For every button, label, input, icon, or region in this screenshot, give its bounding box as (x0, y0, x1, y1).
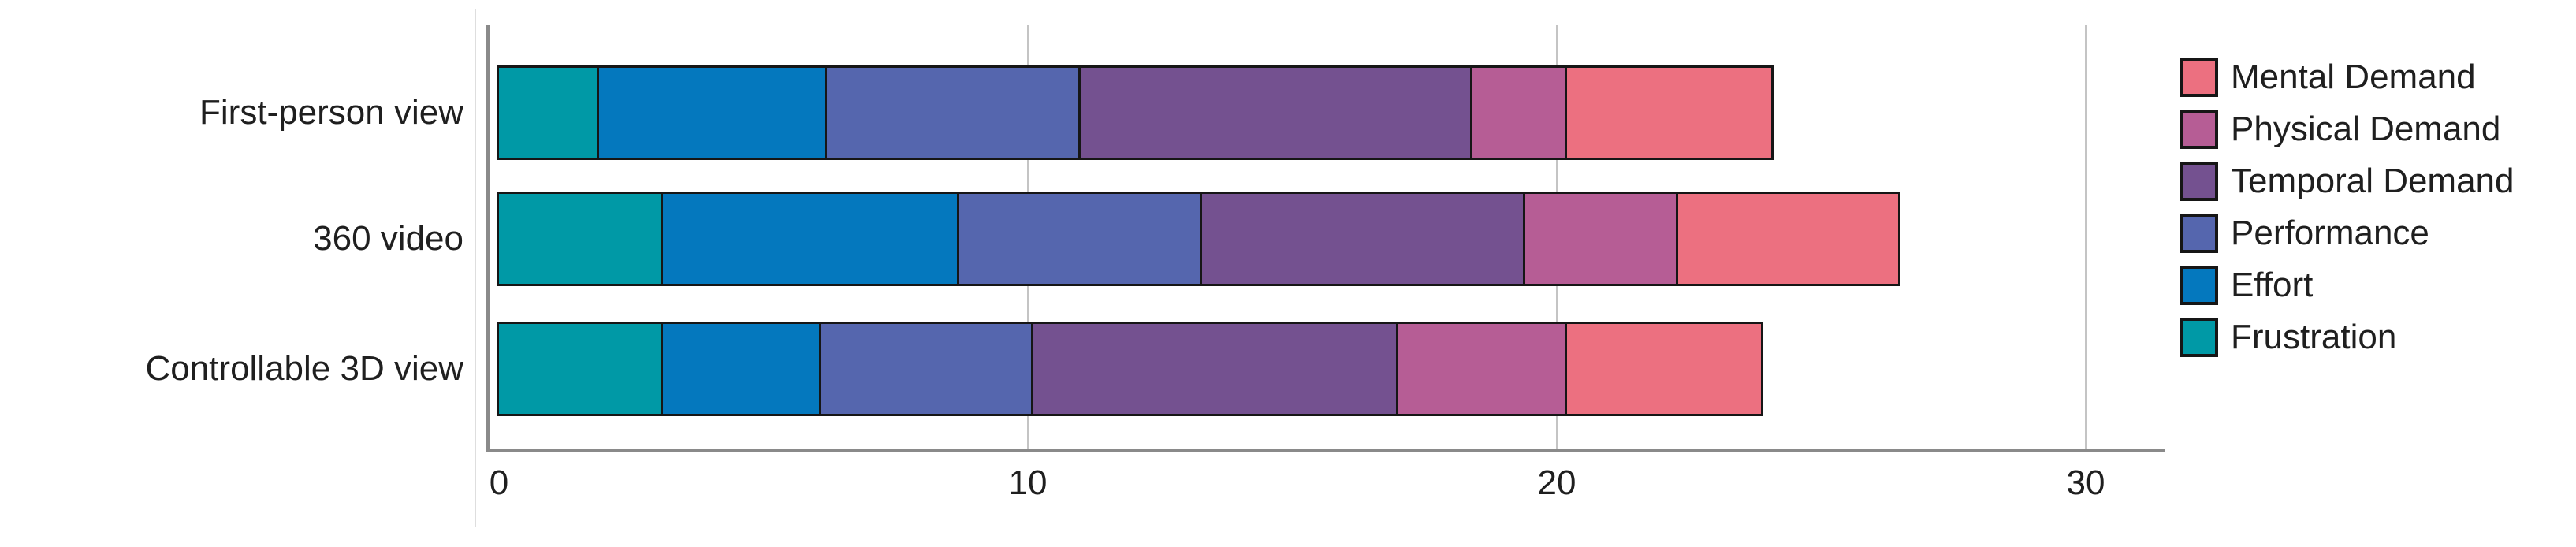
category-label: Controllable 3D view (145, 349, 463, 388)
bar-segment (497, 322, 663, 416)
legend-swatch-icon (2180, 58, 2218, 97)
bar-segment (663, 322, 822, 416)
legend: Mental Demand Physical Demand Temporal Dem… (2180, 58, 2515, 357)
legend-item: Temporal Demand (2180, 162, 2515, 201)
legend-label: Frustration (2231, 318, 2397, 356)
category-label: 360 video (313, 219, 463, 258)
x-tick-label-10: 10 (1008, 463, 1048, 502)
legend-label: Physical Demand (2231, 110, 2501, 148)
legend-swatch-icon (2180, 318, 2218, 357)
bar-segment (599, 65, 827, 160)
bar-segment (497, 65, 600, 160)
x-tick-label-0: 0 (489, 463, 509, 502)
legend-label: Effort (2231, 266, 2314, 304)
bar-segment (497, 192, 663, 286)
legend-label: Performance (2231, 214, 2429, 252)
bar-segment (1567, 65, 1774, 160)
bar-segment (1081, 65, 1472, 160)
legend-swatch-icon (2180, 162, 2218, 201)
x-tick-label-30: 30 (2066, 463, 2105, 502)
category-label: First-person view (199, 93, 463, 132)
legend-label: Mental Demand (2231, 58, 2476, 96)
bar-segment (1567, 322, 1763, 416)
legend-label: Temporal Demand (2231, 162, 2515, 200)
legend-item: Mental Demand (2180, 58, 2515, 97)
bar-segment (827, 65, 1081, 160)
y-axis-line (486, 25, 490, 452)
bar-segment (1678, 192, 1901, 286)
bar-segment (1202, 192, 1525, 286)
bar-segment (959, 192, 1203, 286)
gridline-30 (2085, 25, 2087, 451)
legend-swatch-icon (2180, 214, 2218, 253)
bar-segment (1398, 322, 1568, 416)
legend-item: Performance (2180, 214, 2515, 253)
bar-segment (663, 192, 959, 286)
x-axis-line (486, 449, 2165, 452)
left-margin-line (475, 9, 476, 527)
bar-segment (1472, 65, 1568, 160)
legend-item: Effort (2180, 266, 2515, 305)
bar-segment (1524, 192, 1679, 286)
legend-swatch-icon (2180, 266, 2218, 305)
bar-segment (1033, 322, 1398, 416)
legend-item: Frustration (2180, 318, 2515, 357)
legend-swatch-icon (2180, 110, 2218, 149)
legend-item: Physical Demand (2180, 110, 2515, 149)
x-tick-label-20: 20 (1537, 463, 1576, 502)
bar-segment (821, 322, 1033, 416)
